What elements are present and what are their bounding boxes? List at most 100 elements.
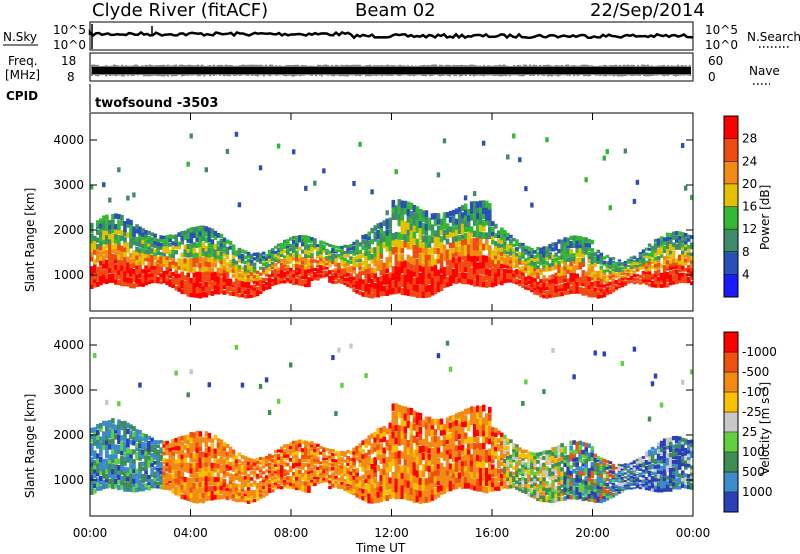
echo-cell <box>442 272 447 279</box>
echo-cell <box>207 266 212 272</box>
echo-cell <box>406 439 411 448</box>
echo-cell <box>225 491 230 496</box>
echo-cell <box>382 273 387 280</box>
echo-cell <box>536 472 540 477</box>
echo-cell <box>207 446 212 452</box>
echo-cell <box>237 280 242 284</box>
echo-cell <box>237 202 242 208</box>
echo-cell <box>445 444 450 451</box>
echo-cell <box>614 267 619 271</box>
echo-cell <box>451 456 456 463</box>
echo-cell <box>331 483 335 487</box>
echo-cell <box>364 268 368 274</box>
echo-cell <box>674 261 679 266</box>
echo-cell <box>331 277 335 281</box>
echo-cell <box>403 221 408 229</box>
echo-cell <box>373 491 378 498</box>
echo-cell <box>108 258 112 264</box>
echo-cell <box>415 424 420 433</box>
echo-cell <box>279 247 284 252</box>
echo-cell <box>337 280 341 284</box>
echo-cell <box>412 264 417 272</box>
echo-cell <box>96 281 100 287</box>
echo-cell <box>521 259 525 264</box>
echo-cell <box>316 466 320 470</box>
echo-cell <box>409 422 414 430</box>
echo-cell <box>210 228 215 234</box>
echo-cell <box>240 498 245 503</box>
echo-cell <box>219 233 224 239</box>
echo-cell <box>222 458 227 464</box>
echo-cell <box>183 452 188 458</box>
echo-cell <box>352 481 356 486</box>
echo-cell <box>237 477 242 482</box>
echo-cell <box>608 277 613 281</box>
echo-cell <box>361 479 365 485</box>
echo-cell <box>183 489 188 495</box>
echo-cell <box>611 282 616 285</box>
echo-cell <box>264 489 269 493</box>
echo-cell <box>487 414 492 421</box>
echo-cell <box>442 434 447 441</box>
echo-cell <box>204 237 209 243</box>
echo-cell <box>340 470 344 474</box>
echo-cell <box>240 280 245 285</box>
echo-cell <box>460 455 465 462</box>
echo-cell <box>653 260 658 265</box>
echo-cell <box>391 438 396 446</box>
echo-cell <box>180 466 185 472</box>
echo-cell <box>282 448 287 453</box>
echo-cell <box>132 192 136 198</box>
echo-cell <box>180 480 185 486</box>
echo-cell <box>180 265 185 271</box>
echo-cell <box>358 479 362 484</box>
echo-cell <box>322 457 326 461</box>
echo-cell <box>123 470 127 477</box>
echo-cell <box>165 481 169 486</box>
echo-cell <box>105 249 109 256</box>
echo-cell <box>174 261 179 267</box>
echo-cell <box>644 279 649 283</box>
echo-cell <box>647 247 652 251</box>
echo-cell <box>557 239 561 244</box>
echo-cell <box>343 470 347 474</box>
echo-cell <box>650 273 655 278</box>
echo-cell <box>602 284 607 288</box>
echo-cell <box>599 265 604 270</box>
echo-cell <box>472 448 477 455</box>
echo-cell <box>689 270 694 275</box>
echo-cell <box>674 269 679 274</box>
echo-cell <box>406 227 411 236</box>
echo-cell <box>557 284 561 289</box>
echo-cell <box>138 273 142 278</box>
echo-cell <box>231 265 236 270</box>
echo-cell <box>138 430 142 435</box>
echo-cell <box>536 470 540 474</box>
echo-cell <box>542 289 546 294</box>
echo-cell <box>189 287 194 294</box>
echo-cell <box>135 478 139 484</box>
echo-cell <box>430 254 435 261</box>
echo-cell <box>439 278 444 285</box>
echo-cell <box>273 271 278 275</box>
echo-cell <box>276 247 281 251</box>
echo-cell <box>207 280 212 286</box>
echo-cell <box>551 347 555 353</box>
echo-cell <box>530 279 534 284</box>
echo-cell <box>605 289 610 293</box>
echo-cell <box>159 266 163 270</box>
echo-cell <box>515 278 519 283</box>
echo-cell <box>219 246 224 252</box>
echo-cell <box>279 452 284 456</box>
echo-cell <box>213 284 218 290</box>
echo-cell <box>108 472 112 478</box>
echo-cell <box>204 451 209 458</box>
echo-cell <box>343 257 347 261</box>
echo-cell <box>521 464 525 468</box>
echo-cell <box>111 438 115 444</box>
echo-cell <box>683 261 688 266</box>
echo-cell <box>472 230 477 238</box>
echo-cell <box>512 276 516 280</box>
echo-cell <box>632 270 637 273</box>
echo-cell <box>500 484 504 490</box>
